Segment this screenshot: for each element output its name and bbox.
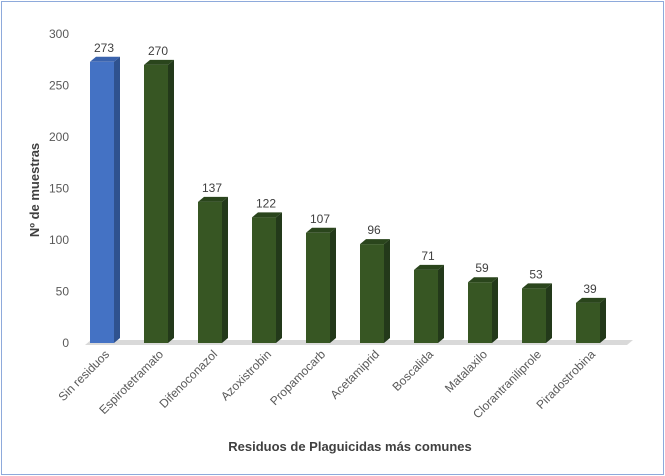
x-tick-label: Boscalida [389,347,436,394]
bar-top [252,212,282,218]
bar-front [522,288,546,343]
x-tick-label: Difenoconazol [156,347,220,411]
bar-side [600,297,606,343]
bar-side [276,212,282,343]
bar-top [306,227,336,233]
y-tick-label: 0 [62,336,69,350]
y-tick-label: 50 [56,285,70,299]
x-tick-label: Acetamiprid [327,347,382,402]
x-tick-label: Azoxistrobin [218,347,274,403]
bar-top [414,264,444,270]
x-axis-title: Residuos de Plaguicidas más comunes [228,439,471,454]
bar-10 [576,297,606,343]
bar-5 [306,227,336,343]
bar-front [414,269,438,343]
bar-side [168,59,174,344]
bar-front [144,64,168,344]
data-label: 53 [529,267,543,281]
bar-3 [198,196,228,343]
y-tick-label: 200 [49,130,69,144]
bar-side [222,196,228,343]
bar-top [360,239,390,245]
bar-front [306,232,330,343]
x-tick-label: Sin residuos [56,347,113,404]
data-label: 39 [583,282,597,296]
data-label: 273 [94,41,114,55]
bar-top [576,297,606,303]
x-tick-label: Matalaxilo [442,347,490,395]
bar-6 [360,239,390,343]
bar-side [546,283,552,343]
bar-top [522,283,552,289]
data-label: 122 [256,196,276,210]
bar-front [90,61,114,344]
bar-top [468,277,498,283]
data-label: 71 [421,249,435,263]
data-label: 96 [367,223,381,237]
data-label: 137 [202,181,222,195]
bars-layer [90,56,606,344]
data-label: 107 [310,212,330,226]
data-label: 270 [148,44,168,58]
bar-side [492,277,498,343]
data-label: 59 [475,261,489,275]
y-tick-label: 250 [49,79,69,93]
x-tick-label: Propamocarb [267,347,328,408]
y-tick-label: 150 [49,182,69,196]
bar-8 [468,277,498,343]
y-tick-label: 100 [49,233,69,247]
bar-side [438,264,444,343]
bar-side [384,239,390,343]
bar-2 [144,59,174,344]
bar-top [198,196,228,202]
bar-front [360,244,384,343]
bar-front [576,302,600,343]
bar-4 [252,212,282,343]
bar-front [468,282,492,343]
bar-side [114,56,120,344]
bar-side [330,227,336,343]
y-axis-ticks: 0 50 100 150 200 250 300 [49,27,69,350]
bar-front [252,217,276,343]
bar-7 [414,264,444,343]
bar-9 [522,283,552,343]
bar-top [144,59,174,65]
bar-1 [90,56,120,344]
y-tick-label: 300 [49,27,69,41]
data-labels-layer: 273 270 137 122 107 96 71 59 53 39 [94,41,597,296]
bar-front [198,201,222,343]
x-axis-ticks: Sin residuosEspirotetramatoDifenoconazol… [56,347,599,421]
y-axis-title: Nº de muestras [27,143,42,237]
bar-top [90,56,120,62]
